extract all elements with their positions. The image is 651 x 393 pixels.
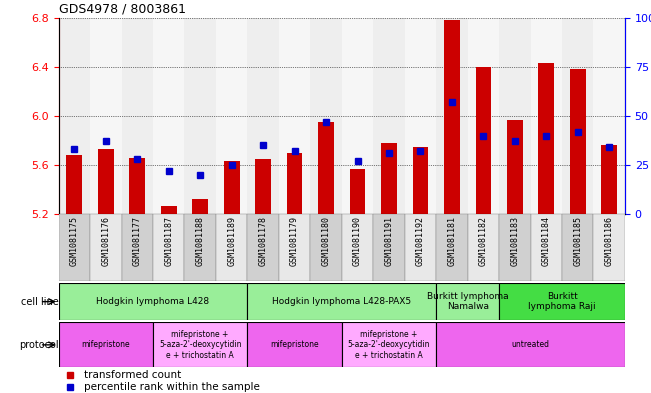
Bar	[342, 322, 436, 367]
Bar	[311, 18, 342, 214]
Bar	[66, 155, 82, 214]
Bar	[59, 283, 247, 320]
Bar	[161, 206, 176, 214]
Text: GSM1081186: GSM1081186	[605, 216, 614, 266]
Bar	[405, 18, 436, 214]
Text: GSM1081184: GSM1081184	[542, 216, 551, 266]
Bar	[342, 214, 373, 281]
Bar	[59, 214, 90, 281]
Text: Hodgkin lymphoma L428-PAX5: Hodgkin lymphoma L428-PAX5	[272, 297, 411, 306]
Bar	[499, 214, 531, 281]
Text: GSM1081182: GSM1081182	[479, 216, 488, 266]
Text: GSM1081176: GSM1081176	[102, 216, 110, 266]
Text: Burkitt
lymphoma Raji: Burkitt lymphoma Raji	[528, 292, 596, 311]
Bar	[436, 214, 467, 281]
Text: GSM1081188: GSM1081188	[196, 216, 204, 266]
Text: GSM1081192: GSM1081192	[416, 216, 425, 266]
Bar	[98, 149, 114, 214]
Text: GSM1081187: GSM1081187	[164, 216, 173, 266]
Text: GSM1081177: GSM1081177	[133, 216, 142, 266]
Bar	[255, 159, 271, 214]
Bar	[531, 214, 562, 281]
Text: GSM1081181: GSM1081181	[447, 216, 456, 266]
Bar	[184, 214, 216, 281]
Bar	[499, 283, 625, 320]
Bar	[381, 143, 397, 214]
Text: percentile rank within the sample: percentile rank within the sample	[84, 382, 260, 392]
Bar	[184, 18, 216, 214]
Bar	[247, 214, 279, 281]
Text: GSM1081178: GSM1081178	[258, 216, 268, 266]
Text: Burkitt lymphoma
Namalwa: Burkitt lymphoma Namalwa	[427, 292, 508, 311]
Bar	[192, 199, 208, 214]
Bar	[286, 153, 303, 214]
Bar	[59, 18, 90, 214]
Bar	[247, 18, 279, 214]
Bar	[499, 18, 531, 214]
Bar	[373, 214, 405, 281]
Bar	[570, 69, 586, 214]
Bar	[436, 322, 625, 367]
Bar	[444, 20, 460, 214]
Bar	[318, 122, 334, 214]
Bar	[247, 283, 436, 320]
Bar	[90, 214, 122, 281]
Bar	[153, 322, 247, 367]
Text: untreated: untreated	[512, 340, 549, 349]
Text: GSM1081175: GSM1081175	[70, 216, 79, 266]
Bar	[279, 18, 311, 214]
Text: GSM1081185: GSM1081185	[574, 216, 582, 266]
Bar	[538, 63, 554, 214]
Text: GSM1081183: GSM1081183	[510, 216, 519, 266]
Bar	[279, 214, 311, 281]
Bar	[467, 18, 499, 214]
Bar	[153, 18, 184, 214]
Bar	[405, 214, 436, 281]
Bar	[59, 322, 153, 367]
Bar	[436, 283, 499, 320]
Text: mifepristone: mifepristone	[81, 340, 130, 349]
Text: protocol: protocol	[19, 340, 59, 350]
Text: GSM1081191: GSM1081191	[385, 216, 393, 266]
Text: cell line: cell line	[21, 297, 59, 307]
Text: GSM1081189: GSM1081189	[227, 216, 236, 266]
Bar	[216, 18, 247, 214]
Bar	[531, 18, 562, 214]
Text: Hodgkin lymphoma L428: Hodgkin lymphoma L428	[96, 297, 210, 306]
Text: mifepristone +
5-aza-2'-deoxycytidin
e + trichostatin A: mifepristone + 5-aza-2'-deoxycytidin e +…	[348, 330, 430, 360]
Text: GSM1081179: GSM1081179	[290, 216, 299, 266]
Bar	[594, 18, 625, 214]
Bar	[342, 18, 373, 214]
Text: mifepristone: mifepristone	[270, 340, 319, 349]
Bar	[507, 119, 523, 214]
Bar	[122, 18, 153, 214]
Bar	[153, 214, 184, 281]
Bar	[130, 158, 145, 214]
Bar	[602, 145, 617, 214]
Bar	[373, 18, 405, 214]
Bar	[594, 214, 625, 281]
Bar	[562, 214, 594, 281]
Bar	[224, 162, 240, 214]
Bar	[350, 169, 365, 214]
Bar	[311, 214, 342, 281]
Bar	[413, 147, 428, 214]
Bar	[475, 67, 492, 214]
Text: transformed count: transformed count	[84, 370, 182, 380]
Text: mifepristone +
5-aza-2'-deoxycytidin
e + trichostatin A: mifepristone + 5-aza-2'-deoxycytidin e +…	[159, 330, 242, 360]
Bar	[436, 18, 467, 214]
Text: GSM1081180: GSM1081180	[322, 216, 331, 266]
Bar	[90, 18, 122, 214]
Text: GSM1081190: GSM1081190	[353, 216, 362, 266]
Bar	[467, 214, 499, 281]
Bar	[216, 214, 247, 281]
Bar	[562, 18, 594, 214]
Text: GDS4978 / 8003861: GDS4978 / 8003861	[59, 2, 186, 15]
Bar	[122, 214, 153, 281]
Bar	[247, 322, 342, 367]
